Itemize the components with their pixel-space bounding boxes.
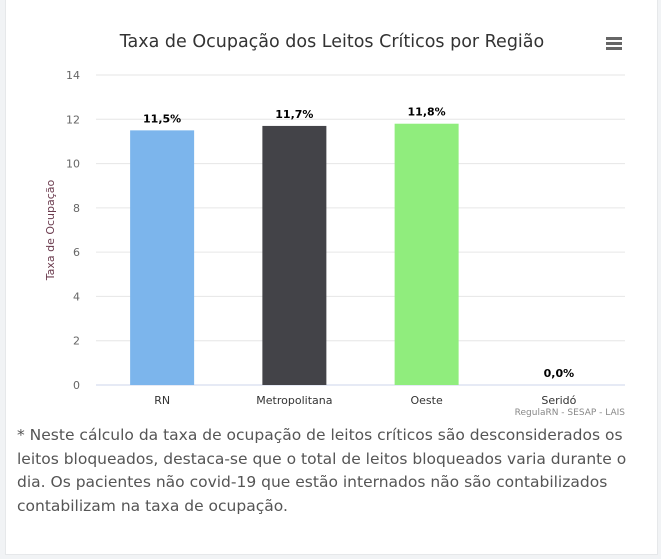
hamburger-menu-icon[interactable] bbox=[606, 37, 622, 50]
bar-rn[interactable] bbox=[130, 130, 195, 385]
chart-card bbox=[5, 0, 658, 555]
chart-credits[interactable]: RegulaRN - SESAP - LAIS bbox=[515, 408, 626, 418]
y-tick-label: 0 bbox=[73, 379, 80, 392]
data-label: 11,8% bbox=[408, 106, 446, 119]
y-tick-label: 12 bbox=[66, 113, 80, 126]
y-tick-label: 4 bbox=[73, 290, 80, 303]
footnote: * Neste cálculo da taxa de ocupação de l… bbox=[17, 426, 627, 515]
x-tick-label: Oeste bbox=[411, 394, 443, 407]
x-tick-label: RN bbox=[154, 394, 170, 407]
chart-title: Taxa de Ocupação dos Leitos Críticos por… bbox=[119, 32, 544, 52]
y-tick-label: 6 bbox=[73, 246, 80, 259]
bar-metropolitana[interactable] bbox=[262, 125, 327, 385]
bar-oeste[interactable] bbox=[394, 123, 459, 385]
data-label: 11,5% bbox=[143, 112, 181, 125]
bar-chart: Taxa de Ocupação dos Leitos Críticos por… bbox=[44, 32, 626, 418]
y-tick-label: 10 bbox=[66, 158, 80, 171]
y-axis-label: Taxa de Ocupação bbox=[44, 179, 57, 281]
data-label: 0,0% bbox=[544, 367, 575, 380]
y-tick-label: 8 bbox=[73, 202, 80, 215]
x-tick-label: Metropolitana bbox=[256, 394, 332, 407]
y-tick-label: 14 bbox=[66, 69, 80, 82]
x-tick-label: Seridó bbox=[541, 394, 576, 407]
data-label: 11,7% bbox=[275, 108, 313, 121]
y-tick-label: 2 bbox=[73, 335, 80, 348]
